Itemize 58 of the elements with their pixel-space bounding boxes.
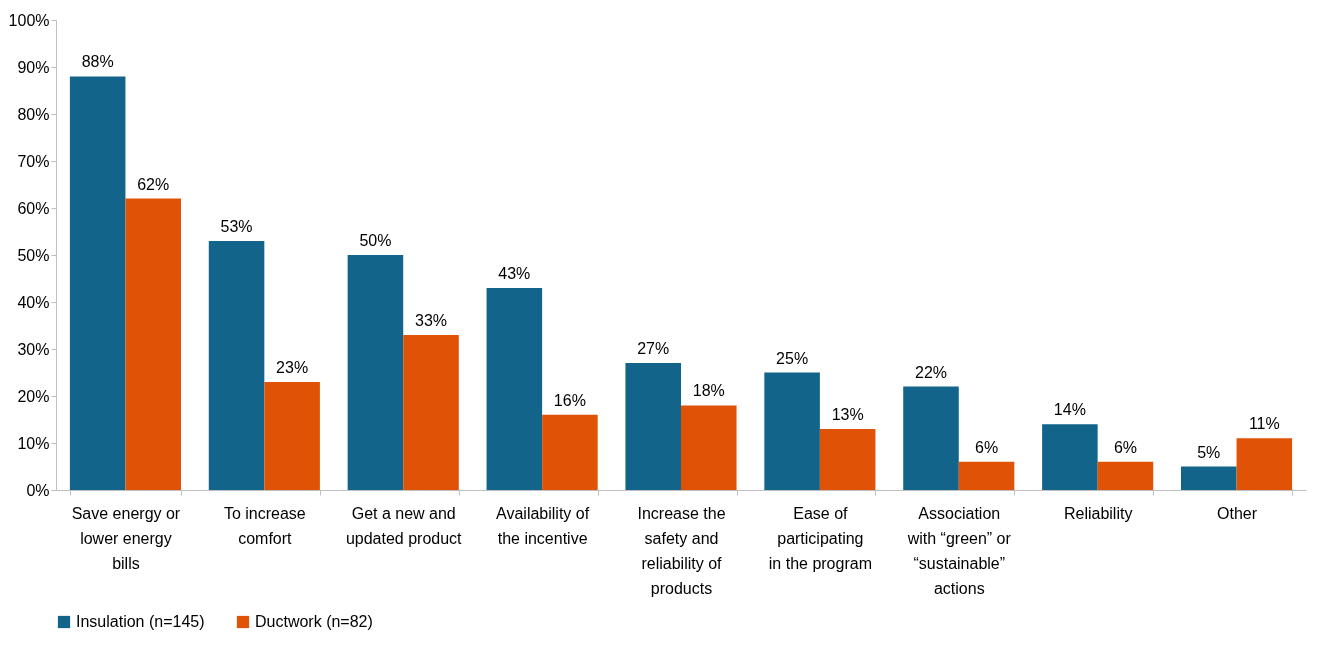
bar bbox=[542, 414, 598, 490]
x-tick-label: Get a new and updated product bbox=[345, 504, 463, 547]
data-label: 18% bbox=[692, 382, 725, 400]
data-label: 27% bbox=[637, 340, 670, 358]
bar bbox=[1181, 466, 1237, 490]
legend-label: Insulation (n=145) bbox=[76, 613, 205, 630]
data-label: 23% bbox=[276, 358, 309, 376]
bar bbox=[264, 381, 320, 490]
data-label: 13% bbox=[831, 405, 864, 423]
x-tick-label: Increase the safety and reliability of products bbox=[637, 504, 726, 597]
data-label: 53% bbox=[220, 217, 253, 235]
bar bbox=[764, 372, 820, 490]
bar bbox=[1097, 461, 1154, 490]
data-label: 6% bbox=[1113, 438, 1138, 456]
y-tick-label: 90% bbox=[17, 58, 50, 76]
y-tick-label: 30% bbox=[17, 340, 50, 358]
bar bbox=[125, 198, 181, 490]
bar bbox=[69, 76, 126, 490]
data-label: 6% bbox=[974, 438, 999, 456]
bar bbox=[208, 240, 265, 490]
x-tick-label: Save energy or lower energy bills bbox=[71, 504, 181, 572]
y-tick-label: 70% bbox=[17, 152, 50, 170]
bar bbox=[958, 461, 1015, 490]
y-tick-label: 40% bbox=[17, 293, 50, 311]
x-tick-label: Association with “green” or “sustainable” actions bbox=[906, 504, 1012, 597]
x-tick-label: Ease of participating in the program bbox=[768, 504, 872, 572]
y-tick-label: 20% bbox=[17, 387, 50, 405]
y-tick-label: 50% bbox=[17, 246, 50, 264]
data-label: 43% bbox=[498, 264, 531, 282]
bar bbox=[1042, 424, 1098, 490]
y-tick-label: 80% bbox=[17, 105, 50, 123]
y-tick-label: 10% bbox=[17, 434, 50, 452]
legend-label: Ductwork (n=82) bbox=[255, 613, 373, 630]
data-label: 22% bbox=[914, 363, 948, 381]
data-label: 16% bbox=[553, 391, 586, 409]
bar bbox=[486, 287, 543, 490]
data-label: 14% bbox=[1053, 401, 1086, 419]
data-label: 88% bbox=[81, 53, 114, 71]
bar bbox=[903, 386, 959, 490]
bar bbox=[1236, 438, 1293, 490]
y-tick-label: 0% bbox=[26, 481, 50, 499]
x-tick-label: Reliability bbox=[1063, 504, 1133, 522]
y-tick-label: 60% bbox=[17, 199, 50, 217]
bar bbox=[403, 334, 459, 490]
bar bbox=[347, 255, 404, 490]
data-label: 62% bbox=[137, 175, 170, 193]
data-label: 50% bbox=[359, 232, 392, 249]
bar bbox=[819, 428, 876, 490]
bar bbox=[681, 405, 737, 490]
data-label: 11% bbox=[1248, 415, 1280, 433]
x-tick-label: To increase comfort bbox=[223, 504, 306, 547]
y-tick-label: 100% bbox=[8, 11, 50, 29]
data-label: 5% bbox=[1197, 443, 1221, 461]
x-tick-label: Availability of the incentive bbox=[496, 504, 590, 547]
data-label: 25% bbox=[776, 349, 809, 367]
bar bbox=[625, 363, 681, 490]
data-label: 33% bbox=[414, 311, 448, 329]
x-tick-label: Other bbox=[1217, 504, 1258, 522]
